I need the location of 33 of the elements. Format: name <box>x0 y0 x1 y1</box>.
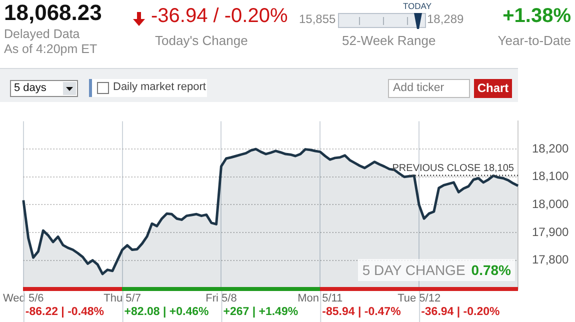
text: 15,855 <box>299 12 336 26</box>
ticker-field: Add ticker <box>388 79 470 98</box>
text: +1.38% <box>502 5 571 28</box>
text: -86.22 | -0.48% <box>25 306 104 318</box>
y-tick-label: 18,200 <box>532 141 570 156</box>
x-tick-label: Mon 5/11 <box>298 292 343 305</box>
text: +82.08 | +0.46% <box>124 306 209 318</box>
ref-line-label: PREVIOUS CLOSE 18,105 <box>392 163 514 174</box>
annotation: 0.78% <box>471 262 511 278</box>
y-tick-label: 17,900 <box>532 224 570 239</box>
annotation: 5 DAY CHANGE <box>362 262 466 278</box>
text: -36.94 | -0.20% <box>421 306 500 318</box>
chart-button: Chart <box>474 79 512 98</box>
y-tick-label: 18,000 <box>532 196 570 211</box>
text: TODAY <box>403 1 432 11</box>
text: 18,068.23 <box>4 0 102 26</box>
text: Delayed Data <box>4 27 80 41</box>
change-box: 5 DAY CHANGE 0.78% <box>358 259 515 281</box>
text: -36.94 / -0.20% <box>151 5 288 28</box>
text: As of 4:20pm ET <box>4 42 98 56</box>
report-toggle: Daily market report <box>89 79 207 97</box>
text: -85.94 | -0.47% <box>322 306 401 318</box>
text: Today's Change <box>155 33 248 48</box>
y-tick-label: 18,100 <box>532 169 570 184</box>
text: 52-Week Range <box>342 33 436 48</box>
x-tick-label: Fri 5/8 <box>206 292 237 305</box>
x-tick-label: Tue 5/12 <box>398 292 441 305</box>
text: Year-to-Date <box>498 33 571 48</box>
y-tick-label: 17,800 <box>532 252 570 267</box>
x-tick-label: Thu 5/7 <box>104 292 141 305</box>
dropdown: 5 days <box>10 80 78 97</box>
text: 18,289 <box>427 12 464 26</box>
text: +267 | +1.49% <box>223 306 298 318</box>
